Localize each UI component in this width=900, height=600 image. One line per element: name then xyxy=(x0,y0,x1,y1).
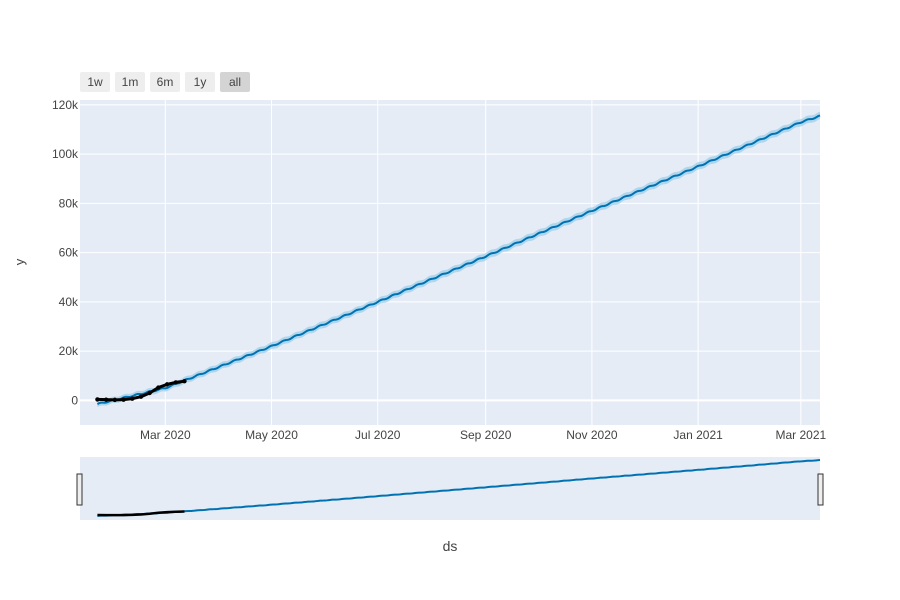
actual-point xyxy=(130,396,135,401)
range-button-1y[interactable]: 1y xyxy=(185,72,215,92)
range-button-6m[interactable]: 6m xyxy=(150,72,180,92)
actual-point xyxy=(156,385,161,390)
range-button-all[interactable]: all xyxy=(220,72,250,92)
x-tick-label: Mar 2021 xyxy=(775,428,826,442)
x-axis-title: ds xyxy=(443,538,458,554)
actual-point xyxy=(173,380,178,385)
y-axis-tick-labels: 0 20k 40k 60k 80k 100k 120k xyxy=(52,98,79,407)
range-selector: 1w 1m 6m 1y all xyxy=(80,72,250,92)
y-tick-label: 60k xyxy=(59,246,79,260)
range-button-label: 1m xyxy=(122,75,139,89)
x-tick-label: Jul 2020 xyxy=(355,428,401,442)
y-tick-label: 80k xyxy=(59,196,79,210)
x-tick-label: Sep 2020 xyxy=(460,428,512,442)
range-slider-series xyxy=(97,458,821,517)
x-tick-label: Jan 2021 xyxy=(673,428,723,442)
range-button-label: 1y xyxy=(194,75,207,89)
range-button-label: 1w xyxy=(87,75,103,89)
range-button-label: 6m xyxy=(157,75,174,89)
range-button-1w[interactable]: 1w xyxy=(80,72,110,92)
y-axis-title: y xyxy=(12,258,27,265)
actual-point xyxy=(121,397,126,402)
range-button-1m[interactable]: 1m xyxy=(115,72,145,92)
slider-actual-line xyxy=(97,510,185,517)
range-slider[interactable] xyxy=(76,457,824,520)
y-tick-label: 20k xyxy=(59,344,79,358)
y-tick-label: 120k xyxy=(52,98,79,112)
actual-point xyxy=(112,397,118,403)
range-button-label: all xyxy=(229,75,241,89)
y-tick-label: 100k xyxy=(52,147,79,161)
range-slider-handle-left[interactable] xyxy=(76,473,83,506)
y-tick-label: 40k xyxy=(59,295,79,309)
actual-point xyxy=(103,397,109,402)
x-tick-label: May 2020 xyxy=(245,428,298,442)
x-axis-tick-labels: Mar 2020 May 2020 Jul 2020 Sep 2020 Nov 2020… xyxy=(140,428,827,442)
actual-point xyxy=(147,390,152,396)
actual-point xyxy=(95,397,100,402)
uncertainty-band xyxy=(97,111,821,408)
actual-point xyxy=(164,382,170,387)
y-tick-label: 0 xyxy=(71,393,78,407)
range-slider-handle-right[interactable] xyxy=(817,473,824,506)
x-tick-label: Mar 2020 xyxy=(140,428,191,442)
series-layer xyxy=(95,111,821,408)
slider-forecast-line xyxy=(97,458,821,517)
x-tick-label: Nov 2020 xyxy=(566,428,618,442)
actual-point xyxy=(138,394,144,399)
forecast-line xyxy=(96,114,821,405)
actual-point xyxy=(182,378,187,384)
horizontal-gridlines xyxy=(80,104,820,402)
